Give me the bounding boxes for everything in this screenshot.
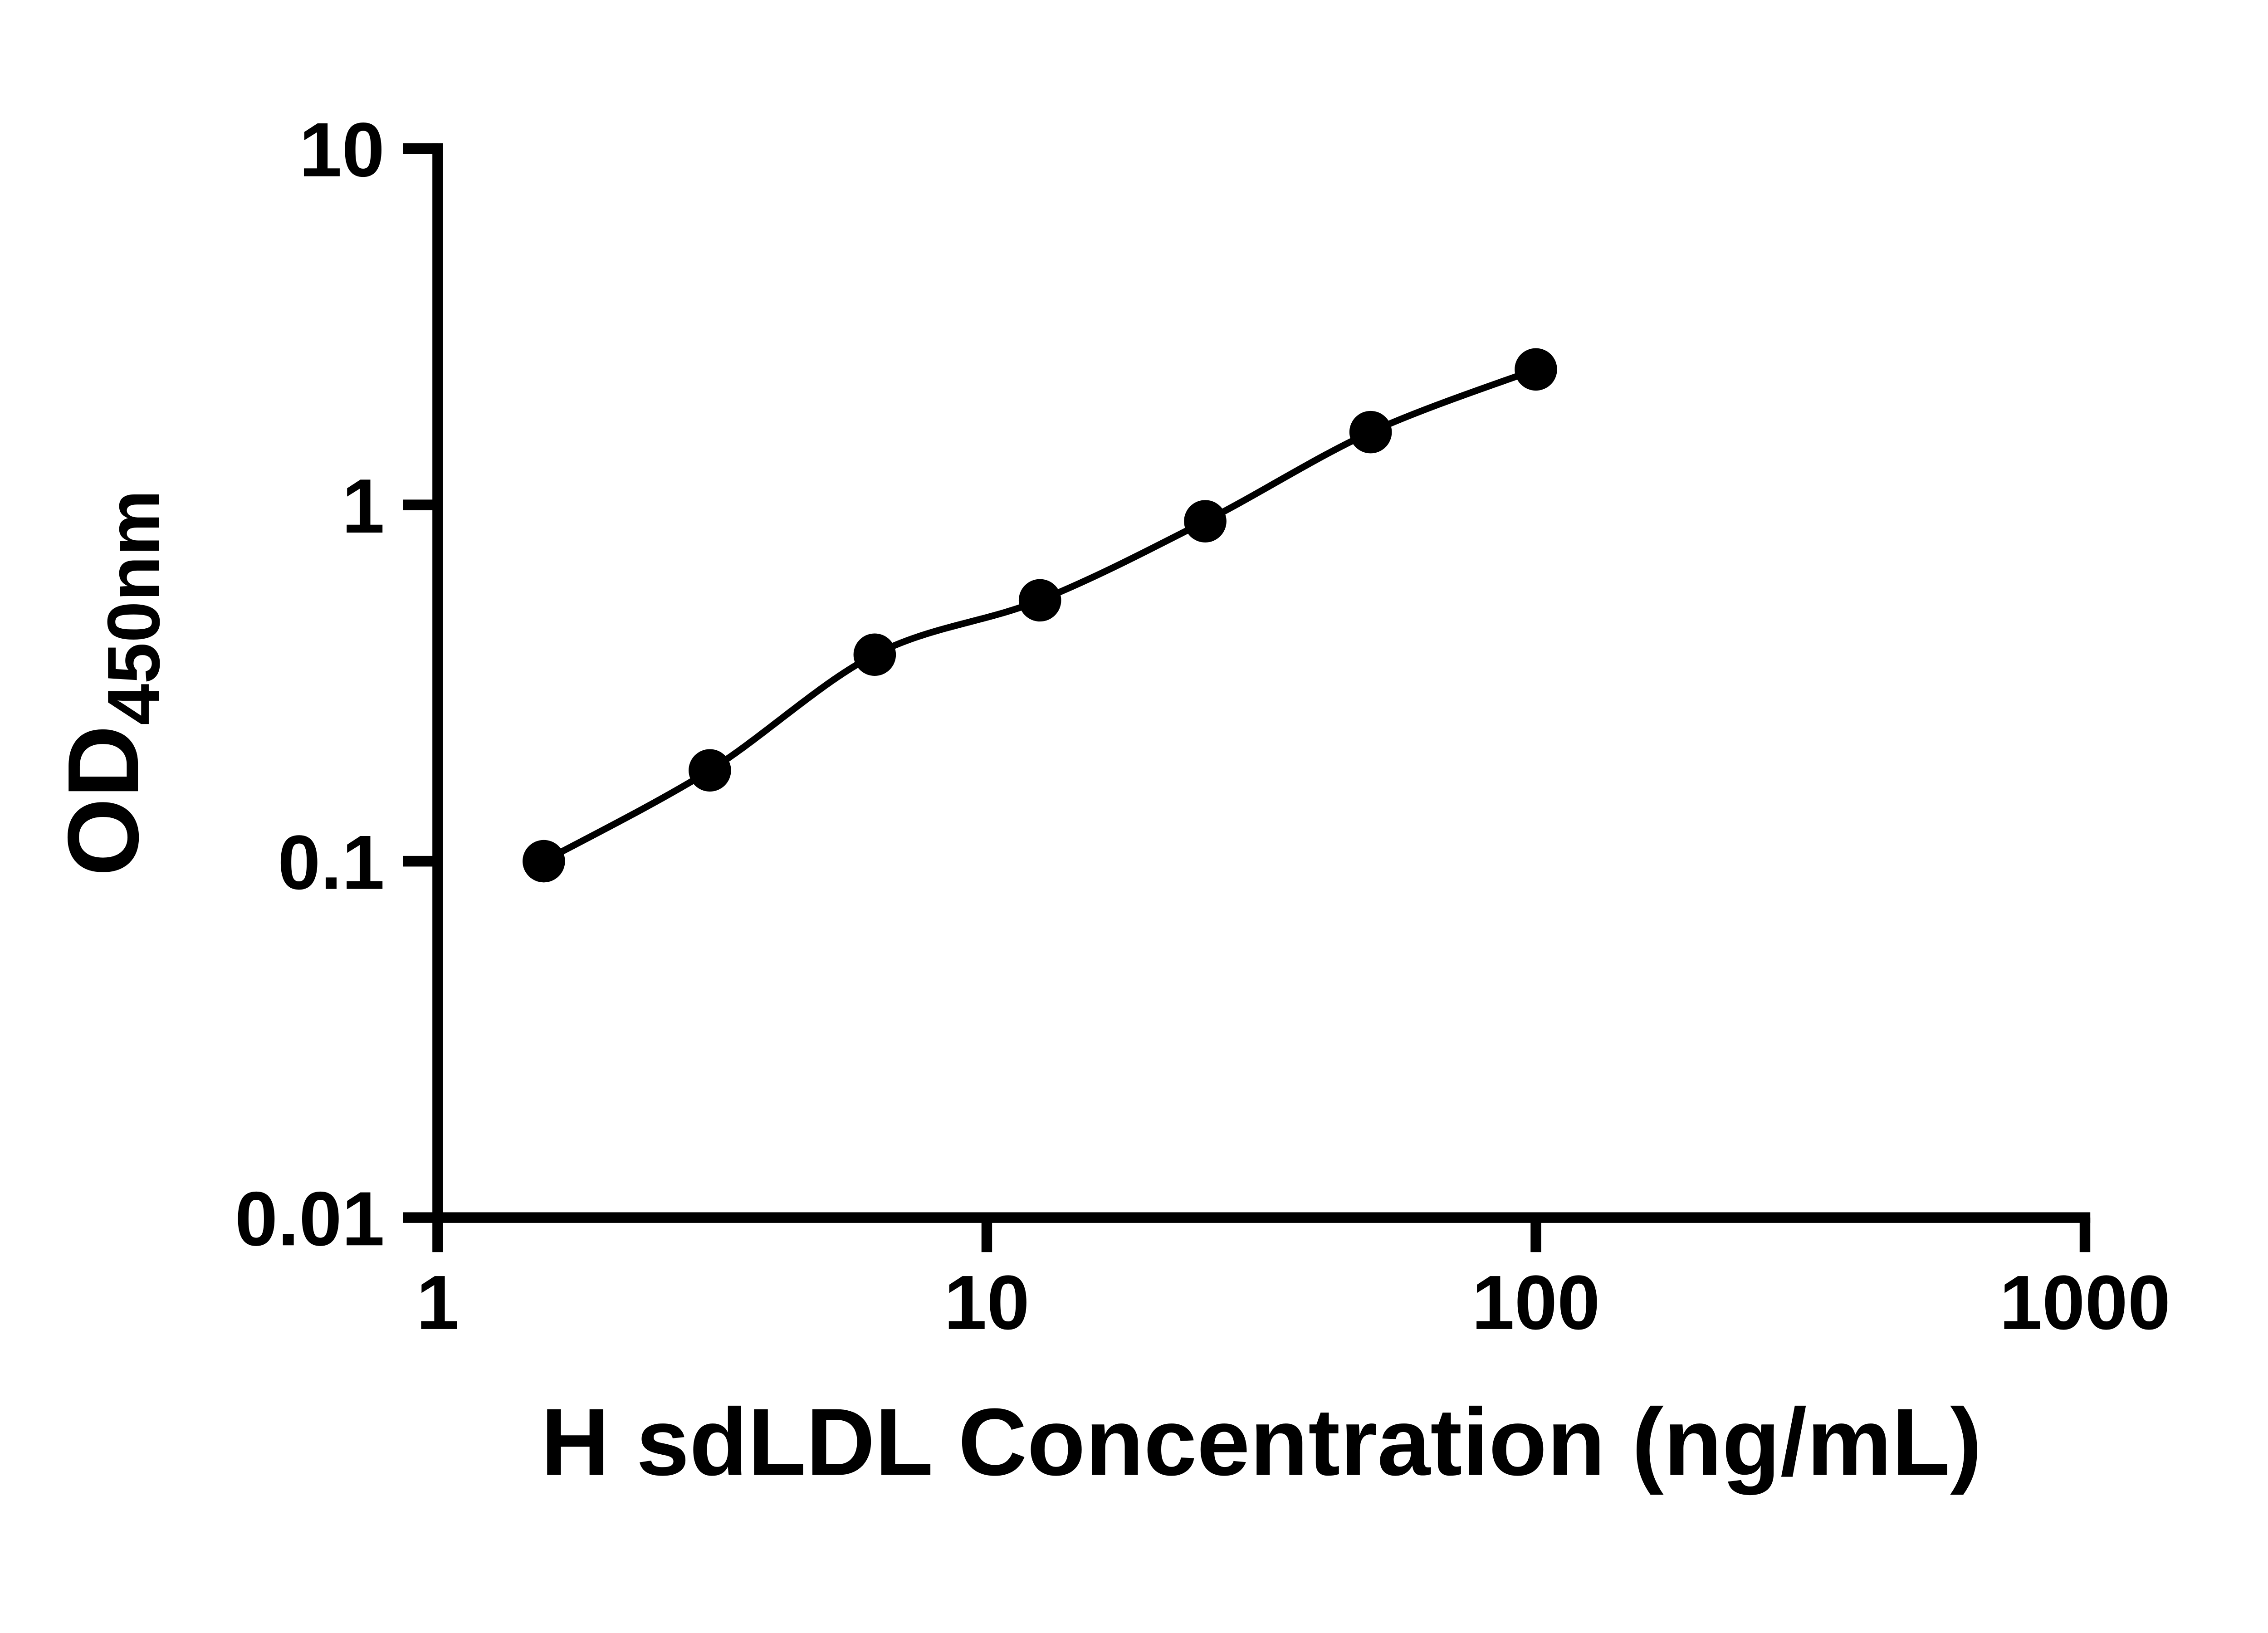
y-tick-label-1: 1 bbox=[342, 463, 385, 549]
data-point-7 bbox=[1515, 348, 1557, 391]
x-axis-title: H sdLDL Concentration (ng/mL) bbox=[541, 1388, 1982, 1495]
data-point-6 bbox=[1349, 411, 1392, 454]
chart-svg: 1 10 100 1000 0.01 0.1 1 10 H sdLDL Concentratio… bbox=[47, 107, 2170, 1496]
x-tick-label-100: 100 bbox=[1471, 1259, 1600, 1345]
data-point-5 bbox=[1184, 500, 1227, 543]
y-axis-title-subscript: 450nm bbox=[92, 490, 175, 725]
elisa-standard-curve-figure: 1 10 100 1000 0.01 0.1 1 10 H sdLDL Concentratio… bbox=[47, 106, 2171, 1496]
x-tick-label-1000: 1000 bbox=[1999, 1259, 2170, 1345]
x-tick-label-1: 1 bbox=[416, 1259, 459, 1345]
data-point-2 bbox=[689, 749, 731, 792]
data-point-3 bbox=[853, 633, 896, 676]
y-axis-title: OD450nm bbox=[47, 490, 175, 876]
y-tick-label-10: 10 bbox=[299, 107, 385, 193]
y-tick-label-0.01: 0.01 bbox=[235, 1175, 385, 1261]
x-tick-label-10: 10 bbox=[944, 1259, 1030, 1345]
y-tick-label-0.1: 0.1 bbox=[278, 819, 385, 905]
data-point-4 bbox=[1018, 579, 1061, 622]
data-point-1 bbox=[523, 840, 565, 883]
y-axis-title-main: OD bbox=[47, 725, 160, 876]
